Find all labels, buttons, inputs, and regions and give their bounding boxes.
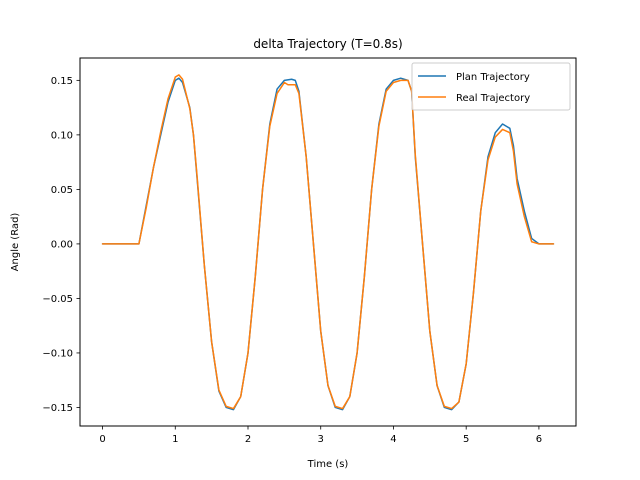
y-tick-label: 0.00 (51, 239, 73, 250)
y-tick-label: 0.15 (51, 76, 73, 87)
x-tick-label: 4 (390, 434, 396, 445)
legend-label-plan: Plan Trajectory (456, 72, 530, 83)
y-axis-label: Angle (Rad) (10, 213, 21, 272)
legend-box (411, 62, 571, 111)
x-tick-label: 6 (536, 434, 542, 445)
x-tick-label: 5 (463, 434, 469, 445)
series-layer (101, 74, 555, 411)
y-tick-label: −0.15 (42, 403, 73, 414)
x-tick-label: 0 (99, 434, 105, 445)
legend: Plan Trajectory Real Trajectory (411, 62, 571, 111)
y-tick-label: 0.10 (51, 130, 73, 141)
x-tick-label: 1 (172, 434, 178, 445)
y-tick-label: 0.05 (51, 185, 73, 196)
y-axis-ticks: −0.15 −0.10 −0.05 0.00 0.05 0.10 0.15 (42, 76, 80, 414)
x-tick-label: 3 (318, 434, 324, 445)
x-axis-label: Time (s) (307, 459, 349, 470)
series-line-real (101, 74, 555, 410)
plot-frame (79, 57, 577, 427)
x-tick-label: 2 (245, 434, 251, 445)
legend-label-real: Real Trajectory (456, 93, 530, 104)
y-tick-label: −0.10 (42, 348, 73, 359)
chart-title: delta Trajectory (T=0.8s) (253, 37, 402, 51)
x-axis-ticks: 0 1 2 3 4 5 6 (99, 426, 542, 445)
y-tick-label: −0.05 (42, 294, 73, 305)
